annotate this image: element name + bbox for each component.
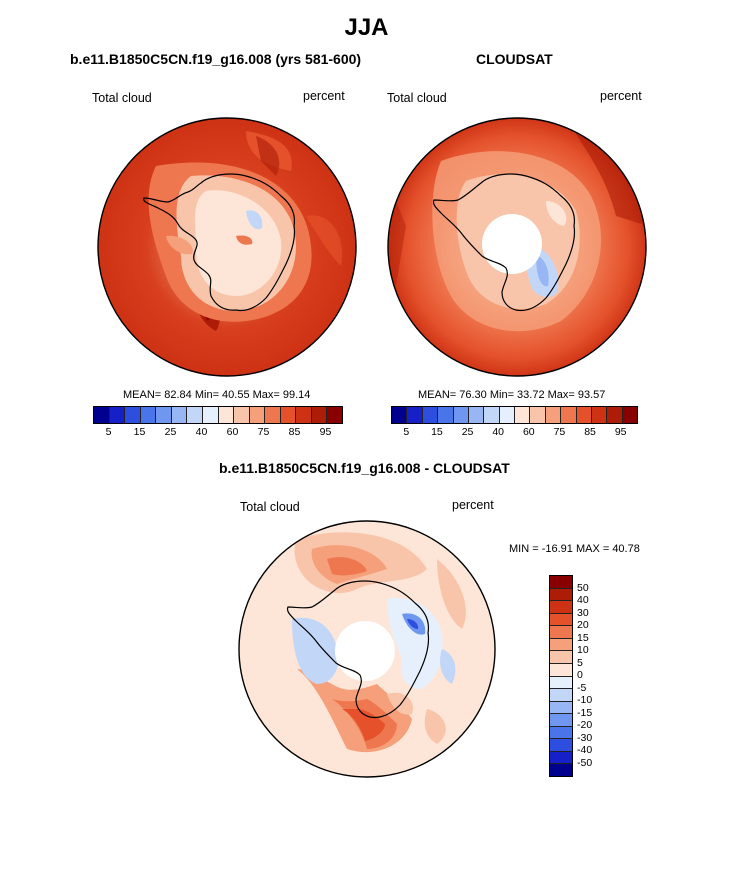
obs-panel-title: CLOUDSAT	[476, 51, 553, 67]
colorbar-swatch	[591, 407, 608, 423]
colorbar-swatch	[438, 407, 454, 423]
colorbar-swatch	[550, 638, 572, 652]
model-units-label: percent	[303, 89, 345, 103]
colorbar-swatch	[94, 407, 110, 423]
colorbar-swatch	[550, 613, 572, 627]
colorbar-swatch	[550, 701, 572, 715]
colorbar-swatch	[550, 726, 572, 740]
colorbar-tick-label: 5	[577, 656, 583, 669]
obs-summary-stats: MEAN= 76.30 Min= 33.72 Max= 93.57	[418, 389, 606, 401]
colorbar-tick-label: 25	[461, 426, 474, 438]
colorbar-tick-label: 95	[614, 426, 627, 438]
colorbar-swatch	[327, 407, 342, 423]
colorbar-tick-label: 30	[577, 606, 589, 619]
obs-variable-label: Total cloud	[387, 91, 447, 105]
colorbar-swatch	[156, 407, 172, 423]
colorbar-swatch	[140, 407, 157, 423]
colorbar-swatch	[311, 407, 328, 423]
colorbar-swatch	[218, 407, 235, 423]
colorbar-swatch	[550, 751, 572, 765]
colorbar-tick-label: 85	[288, 426, 301, 438]
colorbar-swatch	[545, 407, 562, 423]
obs-units-label: percent	[600, 89, 642, 103]
difference-polar-map	[238, 520, 496, 778]
colorbar-swatch	[484, 407, 500, 423]
colorbar-tick-label: -30	[577, 731, 593, 744]
colorbar-tick-label: 60	[522, 426, 535, 438]
colorbar-tick-label: 40	[577, 594, 589, 606]
difference-colorbar	[549, 575, 573, 777]
colorbar-tick-label: -40	[577, 744, 593, 756]
colorbar-tick-label: -15	[577, 706, 593, 719]
colorbar-swatch	[280, 407, 297, 423]
model-summary-stats: MEAN= 82.84 Min= 40.55 Max= 99.14	[123, 389, 311, 401]
colorbar-tick-label: -10	[577, 694, 593, 706]
colorbar-swatch	[125, 407, 141, 423]
colorbar-tick-label: 85	[584, 426, 596, 438]
colorbar-tick-label: -5	[577, 681, 587, 694]
colorbar-swatch	[453, 407, 469, 423]
obs-polar-map	[387, 117, 647, 377]
colorbar-swatch	[550, 676, 572, 690]
colorbar-swatch	[550, 601, 572, 614]
colorbar-tick-label: 0	[577, 669, 583, 681]
model-variable-label: Total cloud	[92, 91, 152, 105]
colorbar-swatch	[550, 739, 572, 752]
colorbar-tick-label: 50	[577, 581, 589, 594]
diff-min-max: MIN = -16.91 MAX = 40.78	[509, 543, 640, 555]
colorbar-tick-label: 40	[195, 426, 208, 438]
colorbar-tick-label: 25	[164, 426, 177, 438]
colorbar-swatch	[468, 407, 485, 423]
colorbar-swatch	[550, 663, 572, 677]
colorbar-swatch	[515, 407, 531, 423]
colorbar-swatch	[407, 407, 423, 423]
colorbar-swatch	[530, 407, 546, 423]
colorbar-swatch	[607, 407, 623, 423]
model-colorbar	[93, 406, 343, 424]
colorbar-swatch	[265, 407, 281, 423]
diff-units-label: percent	[452, 498, 494, 512]
colorbar-swatch	[392, 407, 408, 423]
colorbar-swatch	[234, 407, 250, 423]
colorbar-tick-label: 15	[431, 426, 443, 438]
colorbar-tick-label: 5	[105, 426, 112, 438]
colorbar-tick-label: -50	[577, 756, 593, 769]
colorbar-tick-label: 95	[319, 426, 332, 438]
colorbar-swatch	[550, 576, 572, 589]
colorbar-swatch	[550, 651, 572, 664]
obs-colorbar	[391, 406, 638, 424]
colorbar-swatch	[576, 407, 592, 423]
colorbar-tick-label: -20	[577, 719, 593, 731]
colorbar-swatch	[550, 764, 572, 776]
page-title: JJA	[344, 14, 389, 41]
colorbar-swatch	[561, 407, 577, 423]
colorbar-swatch	[550, 689, 572, 702]
colorbar-tick-label: 60	[226, 426, 239, 438]
colorbar-tick-label: 15	[133, 426, 146, 438]
colorbar-swatch	[249, 407, 266, 423]
model-polar-map	[97, 117, 357, 377]
colorbar-swatch	[622, 407, 637, 423]
colorbar-tick-label: 75	[257, 426, 270, 438]
colorbar-swatch	[296, 407, 312, 423]
colorbar-tick-label: 20	[577, 619, 589, 631]
colorbar-swatch	[550, 588, 572, 602]
colorbar-swatch	[202, 407, 219, 423]
colorbar-swatch	[550, 714, 572, 727]
colorbar-tick-label: 5	[403, 426, 410, 438]
colorbar-tick-label: 40	[492, 426, 505, 438]
diff-panel-title: b.e11.B1850C5CN.f19_g16.008 - CLOUDSAT	[219, 460, 510, 476]
colorbar-tick-label: 15	[577, 631, 589, 644]
diff-variable-label: Total cloud	[240, 500, 300, 514]
colorbar-tick-label: 10	[577, 644, 589, 656]
colorbar-swatch	[187, 407, 203, 423]
colorbar-tick-label: 75	[553, 426, 566, 438]
model-panel-title: b.e11.B1850C5CN.f19_g16.008 (yrs 581-600…	[70, 51, 362, 67]
colorbar-swatch	[499, 407, 515, 423]
colorbar-swatch	[550, 626, 572, 639]
colorbar-swatch	[109, 407, 126, 423]
colorbar-swatch	[422, 407, 439, 423]
colorbar-swatch	[171, 407, 188, 423]
